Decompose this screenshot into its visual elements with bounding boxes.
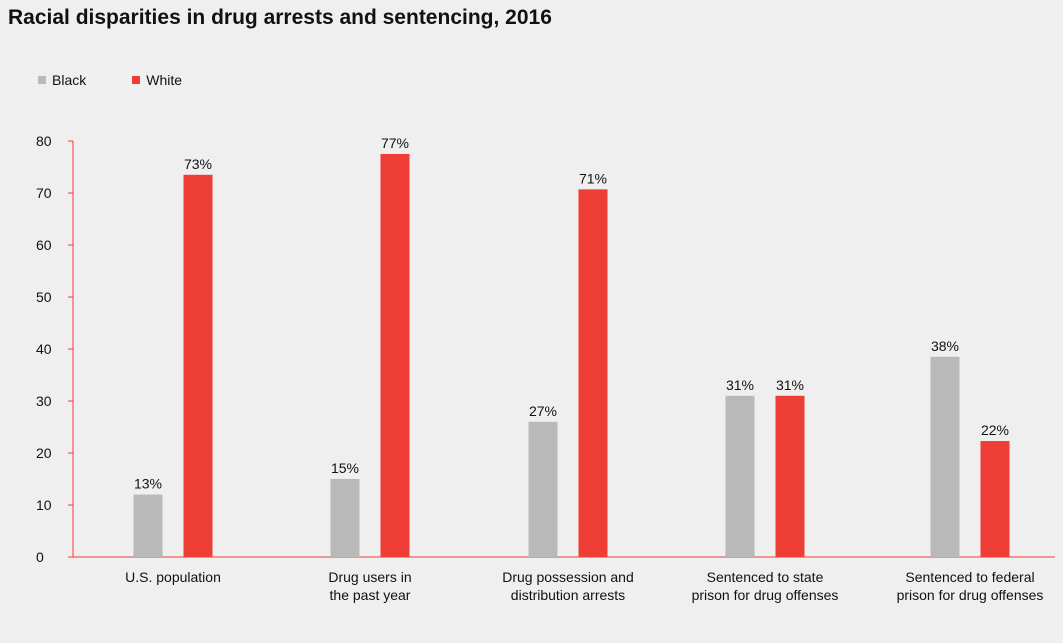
category-label: prison for drug offenses [692, 587, 839, 603]
bar-white [775, 395, 805, 557]
bar-white [380, 154, 410, 557]
data-label-white: 31% [776, 377, 804, 393]
category-label: distribution arrests [511, 587, 625, 603]
y-tick-label: 70 [36, 185, 52, 201]
bar-black [133, 494, 163, 557]
y-tick-label: 0 [36, 549, 44, 565]
category-label: the past year [330, 587, 411, 603]
y-tick-label: 50 [36, 289, 52, 305]
data-label-white: 77% [381, 135, 409, 151]
bar-white [183, 174, 213, 558]
category-label: prison for drug offenses [897, 587, 1044, 603]
data-label-white: 22% [981, 422, 1009, 438]
y-tick-label: 80 [36, 133, 52, 149]
bar-white [980, 441, 1010, 557]
chart-title: Racial disparities in drug arrests and s… [8, 6, 552, 29]
data-label-black: 13% [134, 476, 162, 492]
data-label-black: 27% [529, 403, 557, 419]
category-label: Drug possession and [502, 569, 634, 585]
bar-black [725, 395, 755, 557]
data-label-black: 31% [726, 377, 754, 393]
legend: Black White [38, 72, 228, 88]
y-tick-label: 20 [36, 445, 52, 461]
bar-white [578, 189, 608, 558]
y-tick-label: 60 [36, 237, 52, 253]
y-tick-label: 40 [36, 341, 52, 357]
data-label-black: 15% [331, 460, 359, 476]
legend-label-white: White [146, 72, 183, 88]
bar-black [930, 356, 960, 557]
bar-black [528, 421, 558, 557]
y-tick-label: 30 [36, 393, 52, 409]
data-label-black: 38% [931, 338, 959, 354]
data-label-white: 71% [579, 170, 607, 186]
legend-label-black: Black [52, 72, 87, 88]
category-label: U.S. population [125, 569, 221, 585]
data-label-white: 73% [184, 156, 212, 172]
bar-black [330, 479, 360, 557]
y-tick-label: 10 [36, 497, 52, 513]
category-label: Sentenced to state [707, 569, 824, 585]
category-label: Sentenced to federal [905, 569, 1034, 585]
legend-item-black: Black [38, 72, 86, 88]
category-label: Drug users in [328, 569, 411, 585]
legend-swatch-white [132, 76, 141, 84]
legend-swatch-black [38, 76, 46, 84]
legend-item-white: White [132, 72, 182, 88]
